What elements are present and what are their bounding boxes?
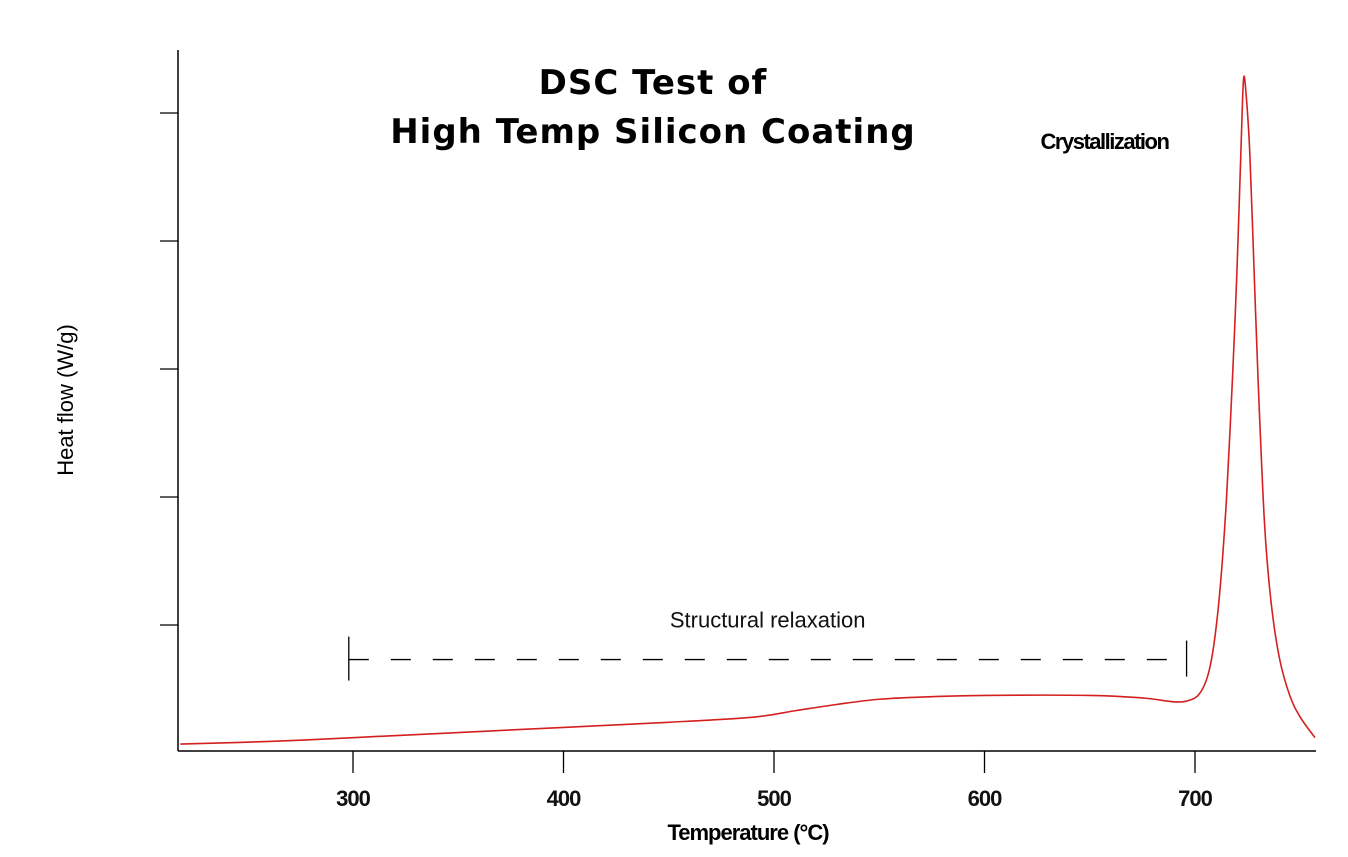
annotation-structural-relaxation: Structural relaxation: [670, 608, 866, 633]
x-tick-label: 700: [1178, 786, 1212, 811]
x-tick-label: 400: [547, 786, 581, 811]
x-tick-label: 500: [757, 786, 791, 811]
annotation-crystallization: Crystallization: [1041, 129, 1170, 154]
heat-flow-curve: [180, 75, 1316, 745]
x-tick-label: 300: [336, 786, 370, 811]
x-axis-label: Temperature (°C): [667, 820, 829, 845]
x-tick-label: 600: [968, 786, 1002, 811]
chart-title-line2: High Temp Silicon Coating: [390, 112, 916, 152]
y-axis-label: Heat flow (W/g): [53, 324, 78, 476]
chart-title-line1: DSC Test of: [539, 63, 768, 103]
